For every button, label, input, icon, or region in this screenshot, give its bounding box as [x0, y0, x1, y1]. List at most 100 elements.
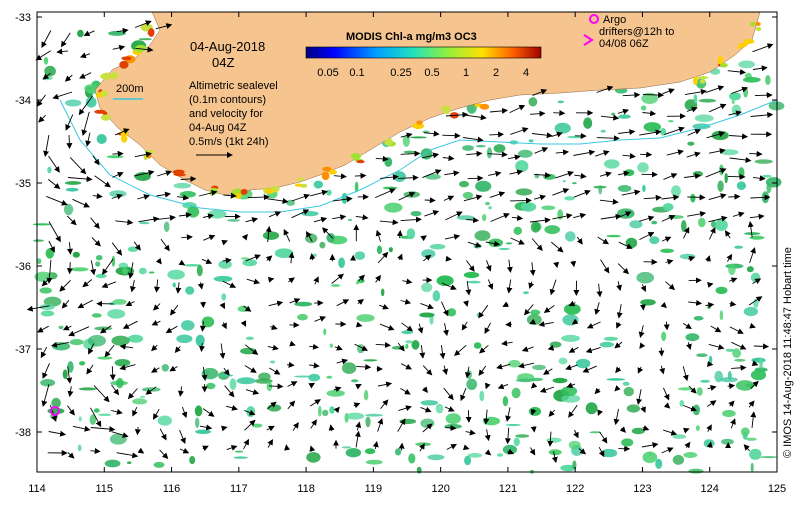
contour-legend-label: 200m: [116, 83, 144, 95]
chlorophyll-patch: [433, 290, 441, 301]
chlorophyll-patch: [79, 387, 97, 390]
colorbar-tick-label: 0.05: [317, 67, 338, 79]
chlorophyll-patch: [725, 173, 728, 183]
chlorophyll-patch: [230, 378, 237, 390]
chlorophyll-patch: [322, 410, 328, 416]
chlorophyll-patch: [417, 467, 422, 474]
chlorophyll-patch: [139, 222, 150, 224]
lon-tick-label: 121: [499, 483, 517, 495]
chlorophyll-patch: [690, 194, 695, 203]
chlorophyll-patch: [629, 220, 642, 228]
chlorophyll-patch: [550, 342, 562, 348]
chlorophyll-patch: [457, 215, 475, 220]
chlorophyll-patch: [384, 203, 402, 213]
chlorophyll-patch: [765, 75, 771, 85]
lat-tick-label: -34: [15, 95, 31, 107]
chlorophyll-patch: [355, 251, 366, 260]
lon-tick-label: 114: [28, 483, 46, 495]
chlorophyll-patch: [514, 438, 520, 447]
colorbar-tick-label: 0.1: [349, 67, 364, 79]
chlorophyll-patch: [586, 402, 598, 414]
chlorophyll-patch: [644, 122, 661, 132]
chlorophyll-patch: [621, 438, 633, 446]
coastal-chlorophyll-patch: [103, 73, 112, 80]
chlorophyll-patch: [636, 272, 654, 284]
velocity-arrow: [755, 95, 772, 96]
velocity-arrow: [728, 176, 745, 177]
velocity-arrow: [728, 196, 739, 197]
chlorophyll-patch: [364, 390, 368, 401]
chlorophyll-patch: [70, 339, 84, 345]
chlorophyll-patch: [427, 454, 444, 460]
chlorophyll-patch: [154, 462, 165, 468]
chlorophyll-patch: [96, 274, 107, 278]
chlorophyll-patch: [421, 400, 439, 405]
chlorophyll-patch: [668, 215, 684, 219]
coastal-chlorophyll-patch: [416, 121, 422, 125]
chlorophyll-patch: [751, 273, 760, 283]
chlorophyll-patch: [419, 313, 434, 318]
chlorophyll-patch: [342, 362, 356, 374]
chlorophyll-patch: [377, 245, 382, 254]
chlorophyll-patch: [572, 460, 576, 469]
chlorophyll-patch: [743, 77, 761, 83]
chlorophyll-patch: [624, 169, 635, 176]
chlorophyll-patch: [221, 293, 226, 300]
lat-tick-label: -35: [15, 178, 31, 190]
coastal-chlorophyll-patch: [148, 28, 154, 37]
chlorophyll-patch: [40, 379, 55, 386]
chlorophyll-patch: [446, 413, 461, 424]
chlorophyll-patch: [661, 332, 666, 342]
chlorophyll-patch: [529, 139, 534, 142]
chlorophyll-patch: [512, 388, 521, 399]
chlorophyll-patch: [464, 456, 471, 465]
chlorophyll-patch: [44, 66, 56, 77]
chlorophyll-patch: [686, 333, 700, 341]
coastal-chlorophyll-patch: [297, 177, 303, 181]
chlorophyll-patch: [663, 203, 674, 211]
chlorophyll-patch: [112, 256, 116, 267]
chlorophyll-patch: [98, 414, 111, 417]
chlorophyll-patch: [218, 260, 231, 269]
chlorophyll-patch: [297, 314, 308, 321]
velocity-arrow: [355, 176, 366, 177]
chlorophyll-patch: [47, 167, 51, 173]
chlorophyll-patch: [497, 453, 503, 457]
colorbar: [306, 47, 541, 58]
coastal-chlorophyll-patch: [266, 189, 275, 194]
chlorophyll-patch: [65, 100, 82, 107]
chlorophyll-patch: [92, 313, 102, 317]
coastal-chlorophyll-patch: [718, 56, 724, 64]
chlorophyll-patch: [348, 219, 352, 221]
chlorophyll-patch: [553, 378, 568, 383]
chlorophyll-patch: [403, 135, 410, 147]
chlorophyll-patch: [479, 391, 484, 402]
coastal-chlorophyll-patch: [241, 189, 248, 195]
chlorophyll-patch: [88, 335, 106, 347]
chlorophyll-patch: [346, 448, 361, 457]
chlorophyll-patch: [561, 335, 580, 342]
lat-tick-label: -33: [15, 12, 31, 24]
chlorophyll-patch: [721, 439, 734, 445]
chlorophyll-patch: [688, 469, 703, 474]
chlorophyll-patch: [729, 92, 741, 100]
chlorophyll-patch: [246, 337, 254, 340]
chlorophyll-patch: [275, 248, 294, 258]
chlorophyll-patch: [318, 406, 322, 417]
coastal-chlorophyll-patch: [700, 79, 706, 83]
velocity-scale-label: 0.5m/s (1kt 24h): [189, 136, 268, 148]
coastal-chlorophyll-patch: [744, 39, 755, 44]
chlorophyll-patch: [44, 57, 48, 65]
chlorophyll-patch: [598, 185, 602, 194]
chlorophyll-patch: [668, 120, 674, 122]
chlorophyll-patch: [436, 404, 444, 414]
chlorophyll-patch: [506, 242, 513, 244]
chlorophyll-patch: [329, 406, 335, 413]
chlorophyll-patch: [660, 249, 674, 253]
chlorophyll-patch: [746, 438, 757, 441]
chlorophyll-patch: [404, 151, 417, 154]
velocity-arrow: [534, 427, 535, 432]
chlorophyll-patch: [649, 453, 652, 456]
chlorophyll-patch: [383, 187, 398, 190]
chlorophyll-patch: [738, 61, 755, 69]
